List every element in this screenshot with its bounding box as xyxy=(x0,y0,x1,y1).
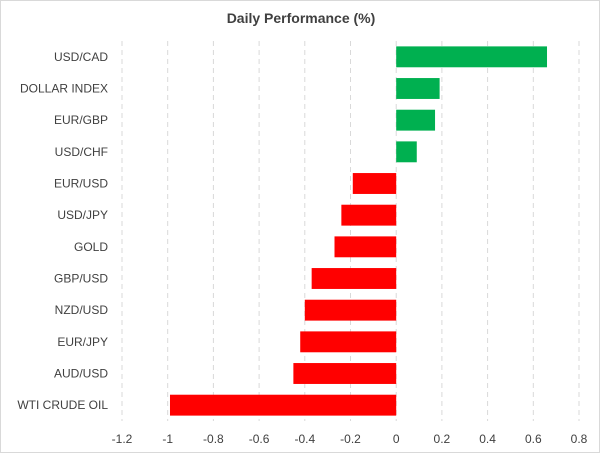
category-label: EUR/USD xyxy=(54,177,108,191)
x-tick-label: -0.4 xyxy=(294,432,315,446)
bar-usd-chf xyxy=(396,141,417,163)
bar-eur-usd xyxy=(352,173,397,194)
bar-eur-jpy xyxy=(300,331,397,353)
category-label: NZD/USD xyxy=(55,303,109,317)
bar-nzd-usd xyxy=(304,299,397,321)
category-label: DOLLAR INDEX xyxy=(20,82,108,96)
bar-gold xyxy=(334,236,397,258)
x-tick-label: 0.6 xyxy=(525,432,542,446)
category-label: GBP/USD xyxy=(54,272,108,286)
x-tick-label: -0.8 xyxy=(203,432,224,446)
x-tick-label: 0 xyxy=(393,432,400,446)
category-labels: USD/CAD DOLLAR INDEX EUR/GBP USD/CHF EUR/USD… xyxy=(17,50,108,412)
x-tick-labels: -1.2 -1 -0.8 -0.6 -0.4 -0.2 0 0.2 0.4 0.6 0.8 xyxy=(112,432,588,446)
category-label: AUD/USD xyxy=(54,367,108,381)
category-label: GOLD xyxy=(74,240,108,254)
x-tick-label: -1.2 xyxy=(112,432,133,446)
x-tick-label: -0.6 xyxy=(249,432,270,446)
category-label: USD/JPY xyxy=(57,208,108,222)
bar-gbp-usd xyxy=(311,268,397,289)
category-label: USD/CHF xyxy=(55,145,108,159)
category-label: WTI CRUDE OIL xyxy=(17,398,108,412)
category-label: EUR/JPY xyxy=(57,335,108,349)
x-tick-label: 0.2 xyxy=(434,432,451,446)
gridlines xyxy=(121,41,580,421)
category-label: USD/CAD xyxy=(54,50,108,64)
chart-title: Daily Performance (%) xyxy=(227,10,376,26)
bar-dollar-index xyxy=(396,78,440,99)
x-tick-label: 0.8 xyxy=(571,432,588,446)
x-tick-label: -0.2 xyxy=(340,432,361,446)
bar-usd-cad xyxy=(396,46,548,68)
category-label: EUR/GBP xyxy=(54,113,108,127)
x-tick-label: -1 xyxy=(162,432,173,446)
bar-aud-usd xyxy=(293,363,397,384)
x-tick-label: 0.4 xyxy=(479,432,496,446)
bar-usd-jpy xyxy=(341,204,397,226)
bar-wti-crude-oil xyxy=(169,394,397,416)
bars xyxy=(169,46,548,416)
bar-eur-gbp xyxy=(396,109,436,131)
